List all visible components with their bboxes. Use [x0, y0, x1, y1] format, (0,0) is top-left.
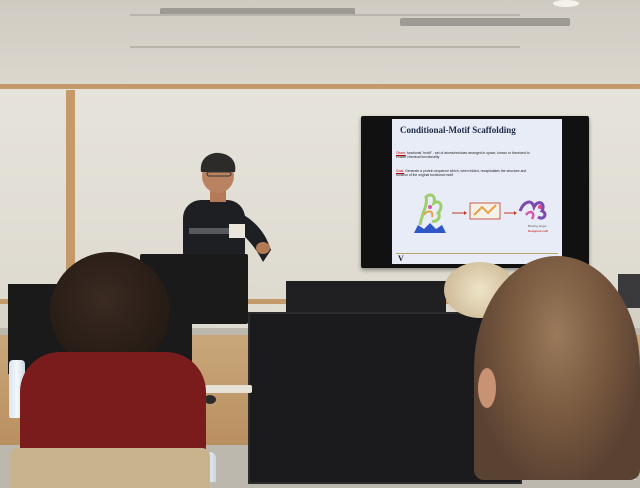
university-logo: V — [398, 254, 404, 263]
slide-caption-2: Designed motif — [528, 229, 549, 233]
arrow-1 — [452, 211, 467, 215]
audience-maroon-sweater — [20, 352, 206, 462]
audience-head-right — [474, 256, 640, 480]
monitor-center — [286, 281, 446, 317]
audience-ear — [478, 368, 496, 408]
whiteboard-divider — [66, 90, 75, 290]
slide-footer: V — [396, 253, 558, 263]
audience-head-curly — [50, 252, 170, 370]
slide-given: Given: functional "motif" - set of atoms… — [396, 151, 536, 159]
ceiling-spotlight — [553, 0, 579, 7]
slide-caption-1: Binding target — [528, 224, 547, 228]
presenter — [183, 152, 271, 270]
slide-title: Conditional-Motif Scaffolding — [400, 125, 516, 135]
presentation-slide: Conditional-Motif Scaffolding Given: fun… — [392, 119, 562, 264]
presenter-badge — [229, 224, 245, 238]
ceiling-light — [400, 18, 570, 26]
slide-given-label: Given: — [396, 151, 406, 155]
presenter-torso — [183, 200, 245, 270]
beanie-hat — [200, 152, 236, 172]
presenter-sweater-pattern — [189, 228, 239, 234]
ceiling-vent — [130, 14, 520, 48]
eyeglasses — [206, 171, 232, 177]
ceiling-light — [160, 8, 355, 16]
slide-goal: Goal: Generate a protein sequence which,… — [396, 169, 536, 177]
laptop-right — [618, 274, 640, 308]
motif-box — [469, 202, 501, 220]
keyboard — [196, 385, 252, 393]
slide-given-text: functional "motif" - set of atoms/residu… — [396, 151, 530, 159]
arrow-2 — [504, 211, 517, 215]
presenter-hand — [256, 242, 270, 254]
slide-figure — [414, 193, 547, 233]
slide-goal-text: Generate a protein sequence which, when … — [396, 169, 527, 177]
slide-goal-label: Goal: — [396, 169, 405, 173]
protein-structure-left — [414, 193, 446, 233]
mouse — [204, 395, 216, 404]
chair-back — [10, 448, 210, 488]
protein-structure-right — [518, 200, 547, 220]
